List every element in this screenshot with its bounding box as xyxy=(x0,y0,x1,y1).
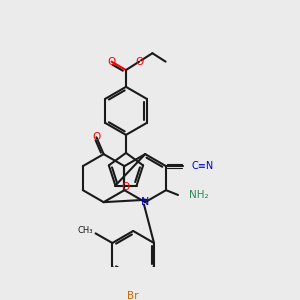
Text: O: O xyxy=(107,57,116,67)
Text: O: O xyxy=(135,57,143,67)
Text: O: O xyxy=(92,132,101,142)
Text: CH₃: CH₃ xyxy=(78,226,93,236)
Text: Br: Br xyxy=(128,291,139,300)
Text: NH₂: NH₂ xyxy=(189,190,208,200)
Text: O: O xyxy=(122,182,130,192)
Text: N: N xyxy=(141,197,149,207)
Text: C≡N: C≡N xyxy=(191,161,214,171)
